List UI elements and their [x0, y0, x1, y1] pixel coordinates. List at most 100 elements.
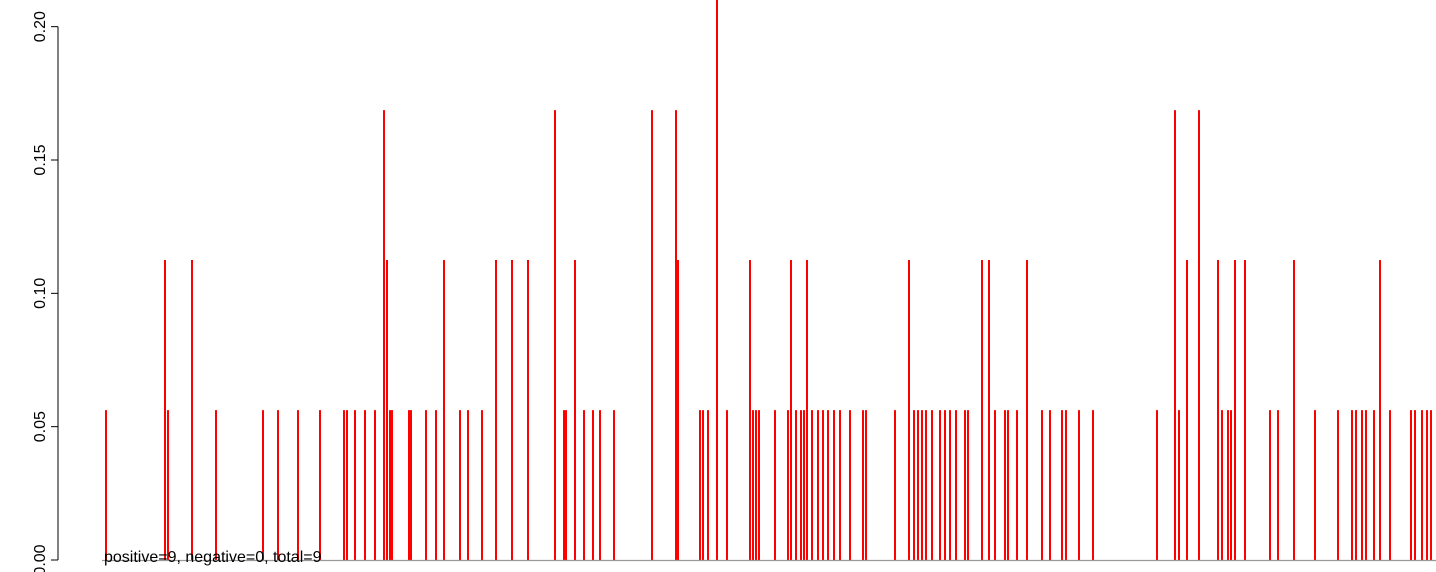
bar: [894, 410, 896, 560]
bar: [1078, 410, 1080, 560]
bar: [563, 410, 565, 560]
bar: [790, 260, 792, 560]
bar: [1061, 410, 1063, 560]
bar: [1379, 260, 1381, 560]
bar: [1351, 410, 1353, 560]
bar: [803, 410, 805, 560]
bar: [1178, 410, 1180, 560]
bar: [1337, 410, 1339, 560]
bar: [1227, 410, 1229, 560]
bar: [1234, 260, 1236, 560]
bars: [105, 0, 1432, 560]
bar: [527, 260, 529, 560]
bar: [1277, 410, 1279, 560]
bar: [1373, 410, 1375, 560]
bar: [511, 260, 513, 560]
bar: [277, 410, 279, 560]
bar: [675, 110, 677, 560]
bar: [319, 410, 321, 560]
bar: [1293, 260, 1295, 560]
bar: [921, 410, 923, 560]
y-tick-label: 0.10: [32, 278, 49, 309]
bar: [467, 410, 469, 560]
bar: [435, 410, 437, 560]
bar: [599, 410, 601, 560]
bar: [849, 410, 851, 560]
bar: [1355, 410, 1357, 560]
bar: [1174, 110, 1176, 560]
bar: [774, 410, 776, 560]
bar: [1198, 110, 1200, 560]
y-tick-label: 0.05: [32, 411, 49, 442]
bar: [592, 410, 594, 560]
bar: [574, 260, 576, 560]
bar: [262, 410, 264, 560]
bar: [215, 410, 217, 560]
bar: [105, 410, 107, 560]
y-tick-label: 0.15: [32, 144, 49, 175]
bar: [800, 410, 802, 560]
bar: [795, 410, 797, 560]
bar: [833, 410, 835, 560]
bar: [994, 410, 996, 560]
bar: [565, 410, 567, 560]
bar: [758, 410, 760, 560]
bar: [651, 110, 653, 560]
bar: [811, 410, 813, 560]
bar: [495, 260, 497, 560]
bar: [913, 410, 915, 560]
bar: [191, 260, 193, 560]
bar: [1065, 410, 1067, 560]
bar: [988, 260, 990, 560]
y-tick-label: 0.00: [32, 544, 49, 572]
bar: [716, 0, 718, 560]
bar: [481, 410, 483, 560]
bar: [726, 410, 728, 560]
bar: [917, 410, 919, 560]
bar: [164, 260, 166, 560]
bar: [425, 410, 427, 560]
bar: [1426, 410, 1428, 560]
bar: [443, 260, 445, 560]
bar: [865, 410, 867, 560]
bar: [1421, 410, 1423, 560]
bar: [386, 260, 388, 560]
bar: [749, 260, 751, 560]
bar: [408, 410, 410, 560]
bar: [383, 110, 385, 560]
bar: [1314, 410, 1316, 560]
bar: [955, 410, 957, 560]
bar: [343, 410, 345, 560]
bar: [1049, 410, 1051, 560]
bar: [981, 260, 983, 560]
bar: [707, 410, 709, 560]
bar: [389, 410, 391, 560]
bar: [827, 410, 829, 560]
bar: [925, 410, 927, 560]
bar: [806, 260, 808, 560]
bar: [354, 410, 356, 560]
bar: [364, 410, 366, 560]
bar: [1221, 410, 1223, 560]
bar: [1041, 410, 1043, 560]
bar: [1230, 410, 1232, 560]
bar: [167, 410, 169, 560]
bar: [1007, 410, 1009, 560]
bar: [677, 260, 679, 560]
bar: [459, 410, 461, 560]
bar: [391, 410, 393, 560]
bar: [554, 110, 556, 560]
y-axis: 0.00 0.05 0.10 0.15 0.20: [32, 11, 59, 572]
bar: [908, 260, 910, 560]
bar: [817, 410, 819, 560]
bar: [1004, 410, 1006, 560]
bar: [1269, 410, 1271, 560]
bar: [839, 410, 841, 560]
bar: [1361, 410, 1363, 560]
bar: [944, 410, 946, 560]
bar: [297, 410, 299, 560]
bar: [1026, 260, 1028, 560]
bar: [787, 410, 789, 560]
bar: [931, 410, 933, 560]
